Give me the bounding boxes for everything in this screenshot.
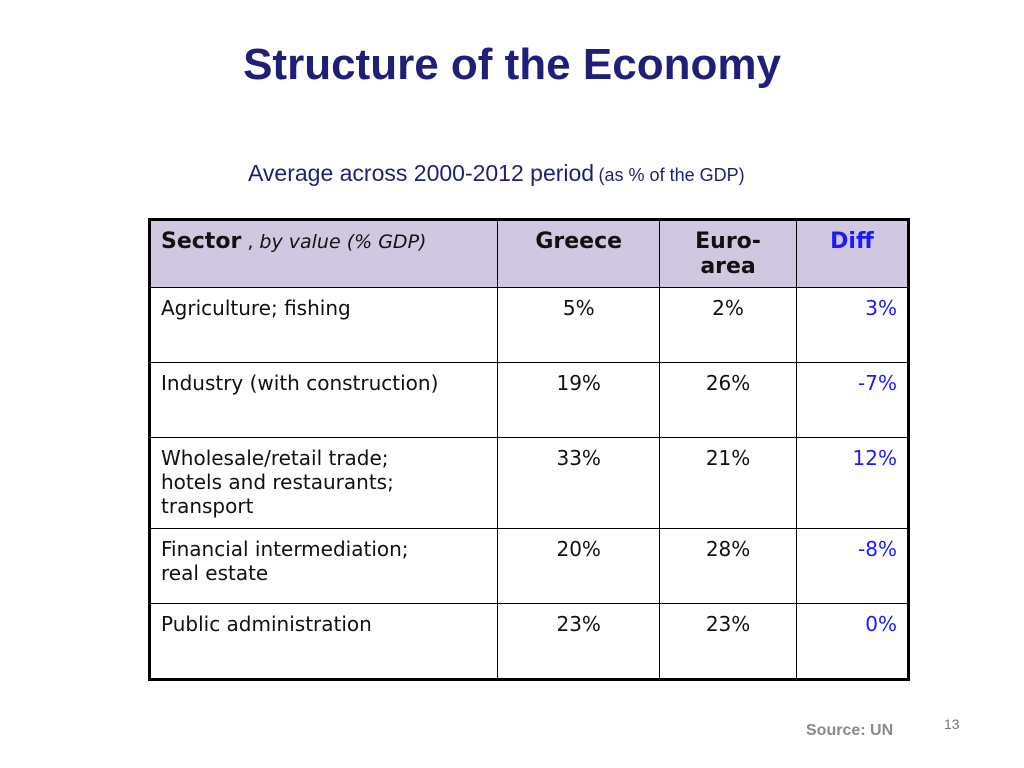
cell-euro: 28% — [659, 528, 797, 604]
header-euro-area: Euro- area — [659, 219, 797, 288]
header-sector-sub: by value (% GDP) — [259, 231, 427, 253]
table-row: Public administration 23% 23% 0% — [148, 603, 910, 680]
cell-greece: 33% — [497, 437, 661, 529]
cell-sector-line: Financial intermediation; — [161, 537, 409, 561]
header-diff: Diff — [795, 219, 910, 288]
header-euro-line2: area — [700, 254, 756, 279]
slide-subtitle: Average across 2000-2012 period (as % of… — [248, 160, 745, 187]
cell-sector-line: transport — [161, 494, 254, 518]
cell-euro: 21% — [659, 437, 797, 529]
cell-sector: Agriculture; fishing — [148, 287, 499, 363]
economy-table: Sector , by value (% GDP) Greece Euro- a… — [148, 218, 910, 681]
header-greece: Greece — [497, 219, 661, 288]
subtitle-main: Average across 2000-2012 period — [248, 160, 595, 186]
cell-sector: Public administration — [148, 603, 499, 680]
cell-greece: 19% — [497, 362, 661, 438]
source-note: Source: UN — [806, 722, 894, 739]
cell-diff: 0% — [795, 603, 910, 680]
cell-greece: 5% — [497, 287, 661, 363]
cell-sector-line: Wholesale/retail trade; — [161, 446, 389, 470]
slide-title: Structure of the Economy — [243, 40, 781, 89]
cell-greece: 23% — [497, 603, 661, 680]
table-row: Financial intermediation; real estate 20… — [148, 528, 910, 604]
cell-sector: Wholesale/retail trade; hotels and resta… — [148, 437, 499, 529]
table-row: Wholesale/retail trade; hotels and resta… — [148, 437, 910, 529]
header-sector-label: Sector — [161, 229, 242, 254]
cell-euro: 23% — [659, 603, 797, 680]
cell-diff: -8% — [795, 528, 910, 604]
header-sector: Sector , by value (% GDP) — [148, 219, 499, 288]
table-row: Industry (with construction) 19% 26% -7% — [148, 362, 910, 438]
cell-sector-line: real estate — [161, 561, 269, 585]
cell-euro: 26% — [659, 362, 797, 438]
subtitle-note: (as % of the GDP) — [598, 165, 745, 185]
header-sector-sep: , — [241, 231, 260, 253]
cell-sector: Industry (with construction) — [148, 362, 499, 438]
cell-diff: 12% — [795, 437, 910, 529]
table-row: Agriculture; fishing 5% 2% 3% — [148, 287, 910, 363]
table-header-row: Sector , by value (% GDP) Greece Euro- a… — [148, 219, 910, 288]
cell-euro: 2% — [659, 287, 797, 363]
cell-sector-line: hotels and restaurants; — [161, 470, 394, 494]
cell-diff: 3% — [795, 287, 910, 363]
header-euro-line1: Euro- — [695, 229, 761, 254]
page-number: 13 — [944, 716, 960, 732]
cell-greece: 20% — [497, 528, 661, 604]
cell-diff: -7% — [795, 362, 910, 438]
cell-sector: Financial intermediation; real estate — [148, 528, 499, 604]
